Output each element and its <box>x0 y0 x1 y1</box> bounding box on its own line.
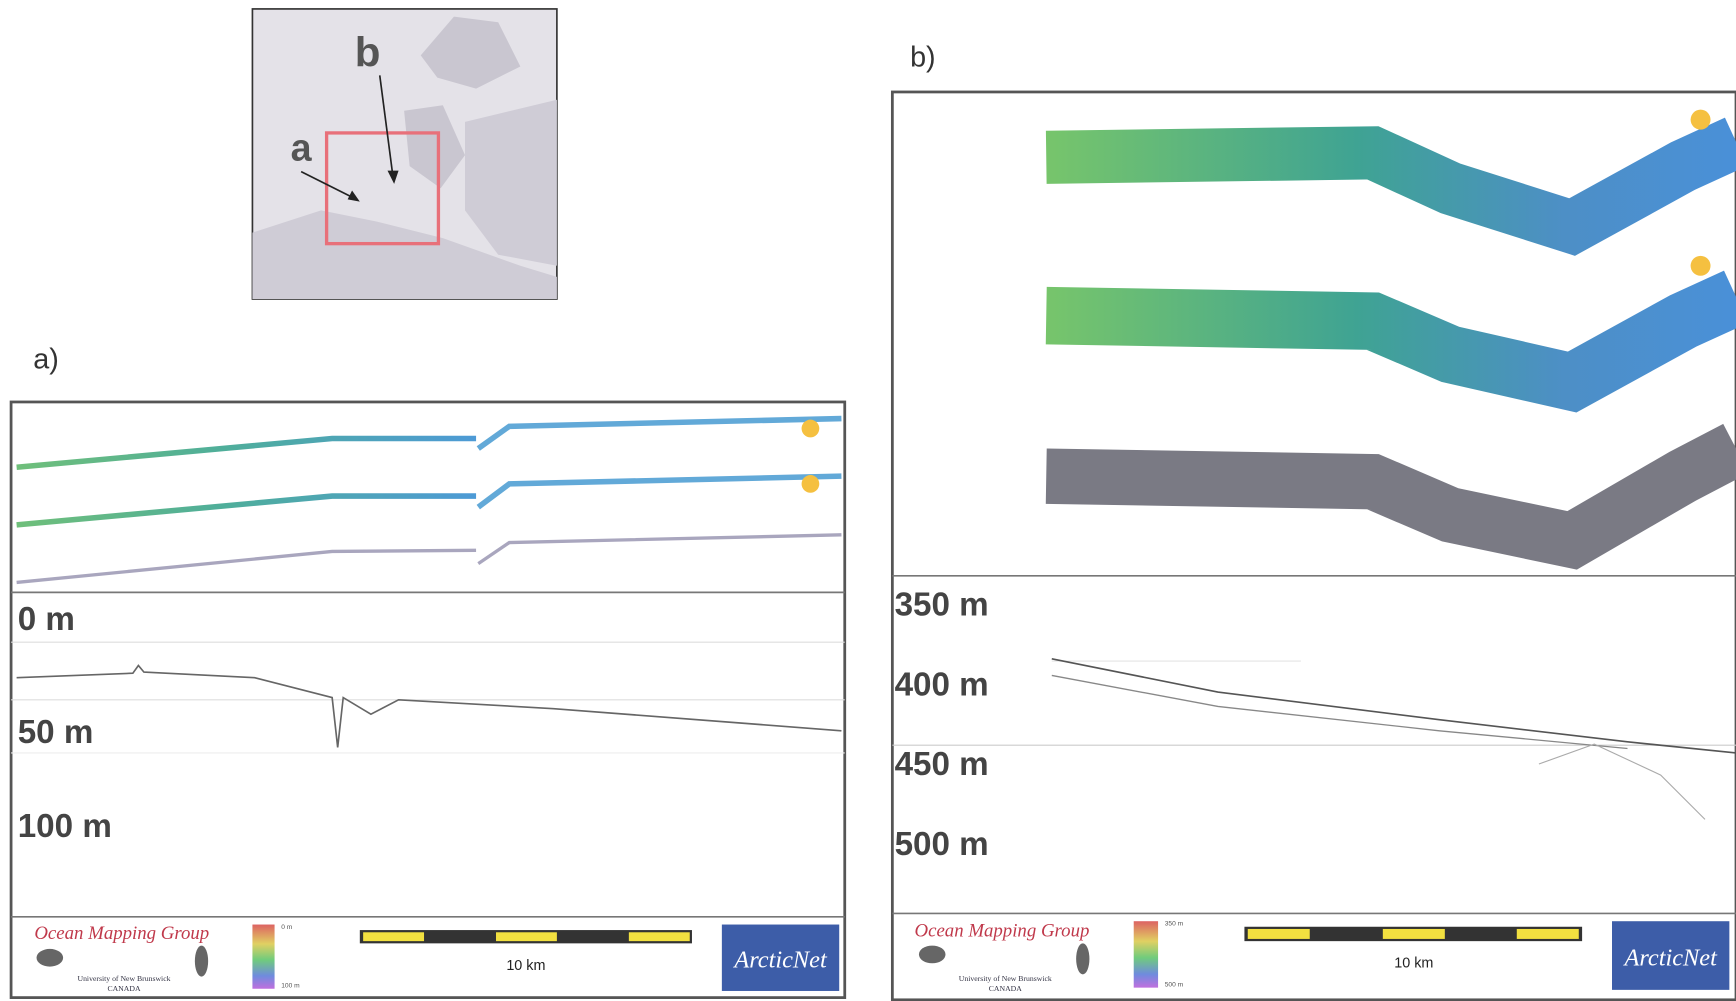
country: CANADA <box>107 984 141 993</box>
panel-label: a) <box>33 344 59 376</box>
depth-label: 350 m <box>895 587 989 624</box>
logo: ArcticNet <box>1622 944 1718 971</box>
page: a b a) 0 m 50 m 100 m Ocean Mapping Grou… <box>0 0 1736 1001</box>
university: University of New Brunswick <box>959 974 1052 983</box>
colorbar-label: 100 m <box>281 983 300 990</box>
depth-label: 500 m <box>895 826 989 863</box>
colorbar-label: 350 m <box>1165 921 1184 928</box>
depth-label: 400 m <box>895 666 989 703</box>
depth-label: 100 m <box>18 808 112 845</box>
map-label: b <box>355 28 381 75</box>
colorbar-label: 500 m <box>1165 982 1184 989</box>
panel-label: b) <box>910 41 936 73</box>
depth-label: 450 m <box>895 746 989 783</box>
colorbar-label: 0 m <box>281 924 293 931</box>
group-name: Ocean Mapping Group <box>915 921 1090 942</box>
panel-a: 0 m 50 m 100 m Ocean Mapping Group Unive… <box>11 402 845 998</box>
figure: a b a) 0 m 50 m 100 m Ocean Mapping Grou… <box>0 0 1736 1001</box>
depth-label: 50 m <box>18 714 94 751</box>
scale-label: 10 km <box>1394 956 1433 972</box>
country: CANADA <box>989 984 1023 993</box>
map-label: a <box>291 127 313 169</box>
scale-label: 10 km <box>506 958 545 974</box>
university: University of New Brunswick <box>77 974 170 983</box>
group-name: Ocean Mapping Group <box>34 923 209 944</box>
panel-b: 350 m 400 m 450 m 500 m Ocean Mapping Gr… <box>892 92 1736 1000</box>
depth-label: 0 m <box>18 601 75 638</box>
logo: ArcticNet <box>732 947 828 974</box>
inset-map: a b <box>252 9 556 299</box>
